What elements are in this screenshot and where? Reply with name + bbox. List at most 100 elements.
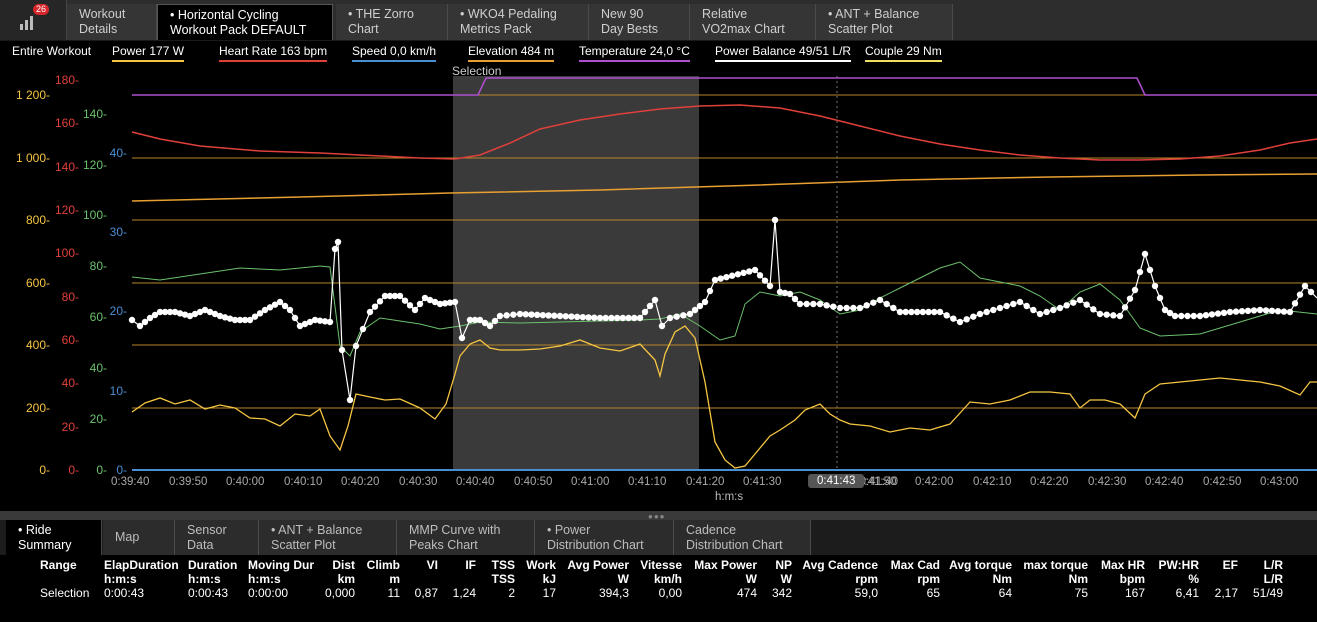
column-header[interactable]: VI bbox=[427, 558, 438, 572]
column-header[interactable]: Max Cad rpm bbox=[891, 558, 940, 586]
power-balance-point bbox=[206, 308, 214, 316]
column-header[interactable]: IF bbox=[465, 558, 476, 572]
power-balance-point bbox=[776, 288, 784, 296]
tab-ride-summary[interactable]: • Ride Summary bbox=[6, 520, 102, 555]
column-header[interactable]: max torque Nm bbox=[1023, 558, 1088, 586]
power-balance-point bbox=[1036, 310, 1044, 318]
column-header[interactable]: Avg torque Nm bbox=[949, 558, 1012, 586]
legend-power-balance[interactable]: Power Balance 49/51 L/R bbox=[715, 44, 852, 64]
power-balance-line bbox=[131, 219, 1317, 401]
tab-sublabel: Peaks Chart bbox=[409, 538, 478, 552]
tab-ant-balance-scatter-bottom[interactable]: • ANT + Balance Scatter Plot bbox=[259, 520, 397, 555]
column-title: Dist bbox=[332, 558, 355, 572]
legend-speed[interactable]: Speed 0,0 km/h bbox=[352, 44, 437, 64]
column-unit: W bbox=[745, 572, 757, 586]
tab-horizontal-cycling[interactable]: • Horizontal Cycling Workout Pack DEFAULT bbox=[157, 4, 333, 40]
power-balance-point bbox=[510, 311, 517, 318]
column-header[interactable]: Range bbox=[40, 558, 77, 572]
power-balance-point bbox=[181, 311, 189, 318]
tab-relative-vo2max[interactable]: Relative VO2max Chart bbox=[690, 4, 816, 40]
tab-map[interactable]: Map bbox=[103, 520, 175, 555]
tab-ant-balance-scatter[interactable]: • ANT + Balance Scatter Plot bbox=[816, 4, 953, 40]
tab-sensor-data[interactable]: Sensor Data bbox=[175, 520, 259, 555]
x-tick: 0:42:20 bbox=[1030, 476, 1069, 488]
x-tick: 0:41:40 bbox=[860, 476, 898, 488]
power-balance-point bbox=[1307, 288, 1315, 296]
power-balance-point bbox=[896, 308, 904, 316]
summary-cell: 0,87 bbox=[414, 586, 438, 600]
column-header[interactable]: Avg Cadence rpm bbox=[802, 558, 878, 586]
power-balance-point bbox=[810, 300, 817, 308]
selection-region[interactable] bbox=[453, 76, 699, 470]
power-balance-point bbox=[396, 292, 404, 300]
column-header[interactable]: Dist km bbox=[332, 558, 355, 586]
tab-power-distribution[interactable]: • Power Distribution Chart bbox=[535, 520, 674, 555]
legend-label: Heart Rate 163 bpm bbox=[219, 44, 328, 62]
tab-cadence-distribution[interactable]: Cadence Distribution Chart bbox=[674, 520, 811, 555]
notification-badge[interactable]: 26 bbox=[33, 4, 50, 15]
column-header[interactable]: NP W bbox=[775, 558, 792, 586]
power-balance-point bbox=[766, 282, 774, 290]
legend-couple[interactable]: Couple 29 Nm bbox=[865, 44, 942, 64]
tab-label: • ANT + Balance bbox=[828, 7, 920, 21]
column-header[interactable]: Max HR bpm bbox=[1101, 558, 1145, 586]
tab-mmp-curve[interactable]: MMP Curve with Peaks Chart bbox=[397, 520, 535, 555]
legend-power[interactable]: Power 177 W bbox=[112, 44, 185, 64]
legend-temperature[interactable]: Temperature 24,0 °C bbox=[579, 44, 690, 64]
power-balance-point bbox=[1010, 300, 1017, 308]
workout-chart[interactable] bbox=[0, 64, 1317, 510]
column-header[interactable]: Work kJ bbox=[526, 558, 556, 586]
resize-handle[interactable]: ●●● bbox=[0, 511, 1317, 521]
tab-zorro-chart[interactable]: • THE Zorro Chart bbox=[336, 4, 448, 40]
power-balance-point bbox=[522, 311, 529, 318]
column-header[interactable]: Duration h:m:s bbox=[188, 558, 237, 586]
tab-label: Relative bbox=[702, 7, 748, 21]
column-header[interactable]: PW:HR% bbox=[1159, 558, 1199, 586]
power-balance-point bbox=[166, 308, 174, 316]
axis-tick: 800- bbox=[25, 213, 50, 227]
drag-grip-icon: ●●● bbox=[648, 512, 666, 521]
tab-label: • Power bbox=[547, 523, 591, 537]
power-balance-point bbox=[686, 310, 694, 318]
column-header[interactable]: L/R L/R bbox=[1264, 558, 1283, 586]
tab-sublabel: VO2max Chart bbox=[702, 22, 785, 36]
tab-workout-details[interactable]: Workout Details bbox=[67, 4, 157, 40]
x-tick: 0:39:40 bbox=[111, 476, 150, 488]
column-header[interactable]: Max Power W bbox=[694, 558, 757, 586]
tab-new-90-day-bests[interactable]: New 90 Day Bests bbox=[589, 4, 690, 40]
column-header[interactable]: Climb m bbox=[367, 558, 400, 586]
axis-tick: 20- bbox=[89, 412, 107, 426]
power-balance-point bbox=[503, 312, 510, 319]
legend-heart-rate[interactable]: Heart Rate 163 bpm bbox=[219, 44, 328, 64]
column-header[interactable]: Vitesse km/h bbox=[640, 558, 682, 586]
power-balance-point bbox=[176, 310, 184, 317]
power-balance-point bbox=[246, 316, 254, 324]
app-logo[interactable]: 26 bbox=[0, 0, 67, 40]
tab-sublabel: Metrics Pack bbox=[460, 22, 532, 36]
legend-elevation[interactable]: Elevation 484 m bbox=[468, 44, 555, 64]
selection-label: Selection bbox=[452, 64, 502, 78]
power-balance-point bbox=[956, 318, 964, 326]
x-axis-label: h:m:s bbox=[715, 491, 744, 503]
legend-label: Power Balance 49/51 L/R bbox=[715, 44, 852, 62]
column-header[interactable]: ElapDuration h:m:s bbox=[104, 558, 179, 586]
tab-sublabel: Day Bests bbox=[601, 22, 658, 36]
column-header[interactable]: Avg Power W bbox=[567, 558, 629, 586]
column-unit: W bbox=[780, 572, 792, 586]
column-header[interactable]: Moving Dur h:m:s bbox=[248, 558, 314, 586]
axis-tick: 80- bbox=[61, 290, 79, 304]
power-balance-point bbox=[1220, 309, 1228, 316]
column-header[interactable]: TSS TSS bbox=[492, 558, 515, 586]
power-balance-point bbox=[1121, 304, 1129, 311]
column-header[interactable]: EF bbox=[1223, 558, 1238, 572]
power-balance-point bbox=[823, 302, 830, 309]
tab-wko4-pedaling[interactable]: • WKO4 Pedaling Metrics Pack bbox=[448, 4, 589, 40]
axis-tick: 20- bbox=[61, 420, 79, 434]
column-unit: m bbox=[389, 572, 400, 586]
power-balance-point bbox=[625, 314, 632, 322]
column-title: Work bbox=[526, 558, 556, 572]
x-tick: 0:39:50 bbox=[169, 476, 208, 488]
power-balance-point bbox=[613, 314, 621, 322]
legend-label: Elevation 484 m bbox=[468, 44, 555, 62]
axis-tick: 40- bbox=[109, 146, 127, 160]
